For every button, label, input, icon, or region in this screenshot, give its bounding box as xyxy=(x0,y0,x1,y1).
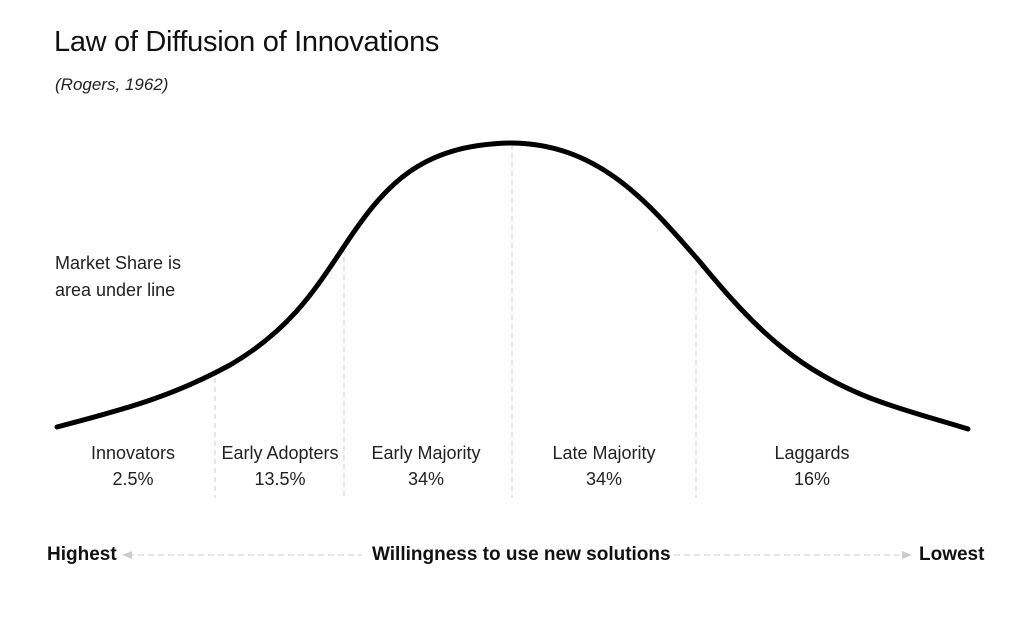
segment-laggards: Laggards 16% xyxy=(737,440,887,492)
market-share-note: Market Share is area under line xyxy=(55,250,181,304)
segment-early-adopters: Early Adopters 13.5% xyxy=(205,440,355,492)
segment-early-majority: Early Majority 34% xyxy=(351,440,501,492)
segment-name: Innovators xyxy=(90,443,176,463)
segment-share: 2.5% xyxy=(112,469,154,489)
segment-innovators: Innovators 2.5% xyxy=(58,440,208,492)
segment-name: Early Adopters xyxy=(221,443,339,463)
segment-name: Early Majority xyxy=(371,443,481,463)
segment-late-majority: Late Majority 34% xyxy=(529,440,679,492)
left-arrow-icon xyxy=(122,551,132,559)
axis-center-label: Willingness to use new solutions xyxy=(372,544,671,565)
segment-name: Late Majority xyxy=(552,443,656,463)
diagram-subtitle: (Rogers, 1962) xyxy=(55,75,169,94)
segment-share: 16% xyxy=(793,469,831,489)
note-line-2: area under line xyxy=(55,280,176,300)
segment-share: 13.5% xyxy=(254,469,306,489)
diagram-title: Law of Diffusion of Innovations xyxy=(54,26,440,58)
segment-share: 34% xyxy=(585,469,623,489)
right-arrow-icon xyxy=(902,551,912,559)
note-line-1: Market Share is xyxy=(55,253,182,273)
axis-left-label: Highest xyxy=(47,544,117,565)
bell-curve-line xyxy=(54,140,971,432)
segment-share: 34% xyxy=(407,469,445,489)
axis-right-label: Lowest xyxy=(919,544,985,565)
segment-name: Laggards xyxy=(774,443,850,463)
